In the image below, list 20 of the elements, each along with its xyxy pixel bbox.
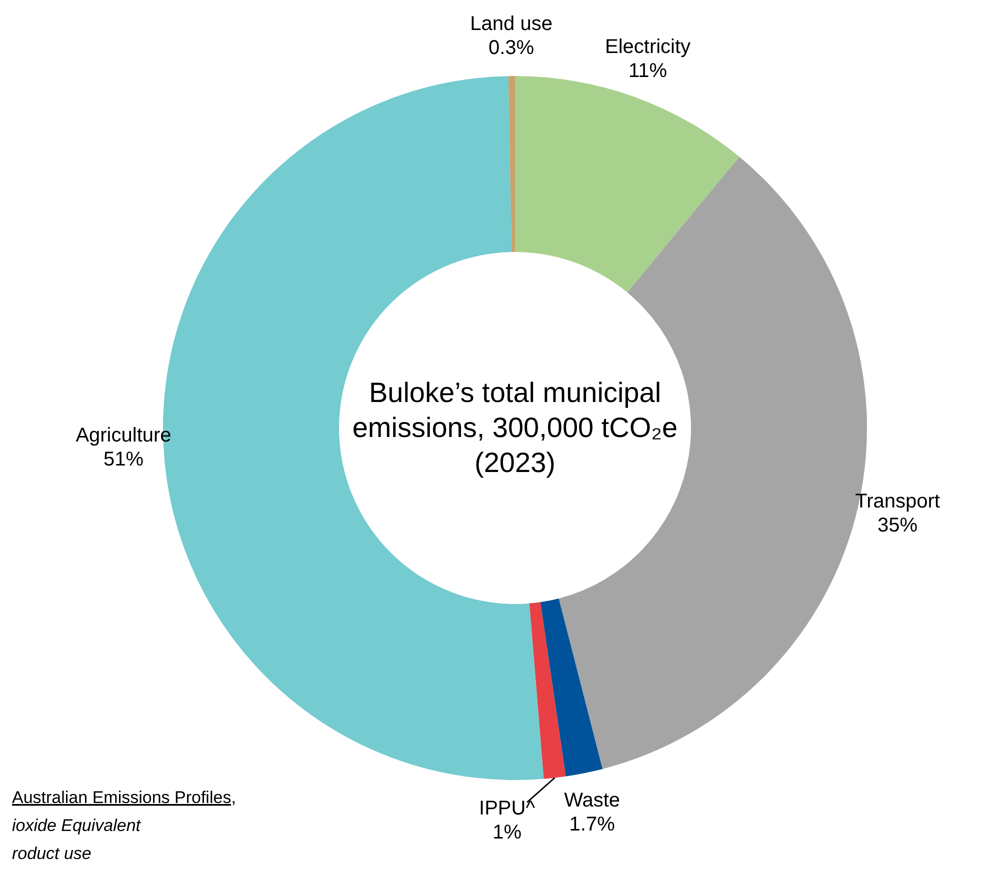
- slice-label: Land use: [470, 13, 552, 36]
- donut-slice: [540, 598, 603, 776]
- donut-slice: [508, 76, 515, 252]
- slice-label: Agriculture: [76, 424, 172, 447]
- data-label: 35%: [878, 514, 918, 537]
- slice-label: Electricity: [604, 36, 691, 58]
- slice-label: Waste: [564, 789, 620, 812]
- text: Buloke’s total municipal emissions, 300,000 tCO₂e (2023): [352, 377, 678, 478]
- data-label: 51%: [103, 448, 144, 471]
- data-label: 0.3%: [488, 37, 534, 60]
- data-label: 1.7%: [569, 813, 616, 836]
- slice-label: Transport: [855, 490, 940, 513]
- text: ioxide Equivalent: [12, 816, 142, 835]
- data-label: 1%: [492, 821, 522, 844]
- text: roduct use: [12, 844, 92, 863]
- data-label: 11%: [628, 60, 668, 82]
- donut-slice: [529, 602, 566, 779]
- donut-slice: [515, 76, 740, 292]
- slice-label: IPPU^: [479, 797, 536, 820]
- text: Australian Emissions Profiles,: [12, 788, 236, 807]
